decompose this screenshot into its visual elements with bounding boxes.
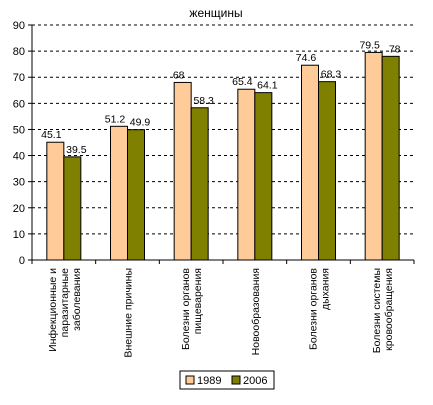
y-tick-label: 40 bbox=[13, 151, 25, 163]
bar-2006 bbox=[381, 55, 400, 261]
y-tick-label: 50 bbox=[13, 124, 25, 136]
y-tick-label: 90 bbox=[13, 20, 25, 32]
category-label-line: Новообразования bbox=[250, 268, 262, 355]
data-label: 68.3 bbox=[321, 69, 342, 81]
y-tick-label: 0 bbox=[19, 255, 25, 267]
category-label-line: пищеварения bbox=[192, 268, 204, 334]
bar-1989 bbox=[301, 64, 319, 261]
y-tick-label: 80 bbox=[13, 46, 25, 58]
bar-2006 bbox=[63, 156, 82, 261]
data-label: 65.4 bbox=[232, 76, 253, 88]
category-label-line: Болезни системы bbox=[371, 268, 383, 353]
data-labels: 45.1 39.5 51.2 49.9 68 58.3 65.4 64.1 74.6 68.3 79… bbox=[41, 39, 401, 155]
legend: 1989 2006 bbox=[179, 370, 275, 390]
grid-lines bbox=[32, 24, 414, 235]
axes: 0 10 20 30 40 50 60 70 80 90 bbox=[13, 20, 415, 267]
category-label-line: Болезни органов bbox=[180, 268, 192, 350]
category-label-line: Болезни органов bbox=[308, 268, 320, 350]
legend-label: 1989 bbox=[197, 375, 221, 387]
y-tick-label: 30 bbox=[13, 177, 25, 189]
data-label: 51.2 bbox=[105, 113, 126, 125]
bar-2006 bbox=[190, 107, 209, 261]
category-labels: Инфекционные и паразитарные заболевания Вне… bbox=[47, 268, 395, 358]
chart-title: женщины bbox=[189, 6, 242, 20]
y-tick-label: 60 bbox=[13, 98, 25, 110]
legend-swatch-1989 bbox=[185, 375, 195, 385]
y-tick-label: 70 bbox=[13, 72, 25, 84]
bar-1989 bbox=[237, 88, 256, 261]
data-label: 49.9 bbox=[130, 117, 151, 129]
bar-2006 bbox=[127, 129, 145, 261]
category-label-line: дыхания bbox=[320, 268, 332, 310]
category-label-line: заболевания bbox=[71, 268, 83, 331]
data-label: 39.5 bbox=[66, 144, 87, 156]
data-label: 78 bbox=[389, 43, 401, 55]
y-tick-label: 10 bbox=[13, 229, 25, 241]
legend-label: 2006 bbox=[243, 375, 267, 387]
legend-swatch-2006 bbox=[231, 375, 241, 385]
data-label: 64.1 bbox=[257, 80, 278, 92]
data-label: 58.3 bbox=[193, 95, 214, 107]
category-label-line: паразитарные bbox=[59, 268, 71, 337]
category-label: Болезни системы кровообращения bbox=[371, 268, 395, 353]
bar-1989 bbox=[173, 81, 192, 261]
bar-1989 bbox=[110, 125, 128, 261]
y-tick-label: 20 bbox=[13, 203, 25, 215]
data-label: 79.5 bbox=[359, 39, 380, 51]
category-label: Болезни органов дыхания bbox=[308, 268, 332, 350]
data-label: 45.1 bbox=[41, 129, 62, 141]
bar-1989 bbox=[364, 51, 383, 261]
category-label: Новообразования bbox=[250, 268, 262, 355]
category-label: Инфекционные и паразитарные заболевания bbox=[47, 268, 83, 352]
category-label-line: кровообращения bbox=[383, 268, 395, 351]
legend-box bbox=[179, 370, 275, 390]
data-label: 74.6 bbox=[296, 52, 317, 64]
bars bbox=[46, 51, 400, 261]
bar-1989 bbox=[46, 141, 65, 261]
category-label: Внешние причины bbox=[123, 268, 135, 358]
bar-2006 bbox=[318, 81, 336, 261]
category-label-line: Внешние причины bbox=[123, 268, 135, 358]
bar-2006 bbox=[254, 92, 273, 261]
data-label: 68 bbox=[173, 69, 185, 81]
category-label: Болезни органов пищеварения bbox=[180, 268, 204, 350]
category-label-line: Инфекционные и bbox=[47, 268, 59, 352]
